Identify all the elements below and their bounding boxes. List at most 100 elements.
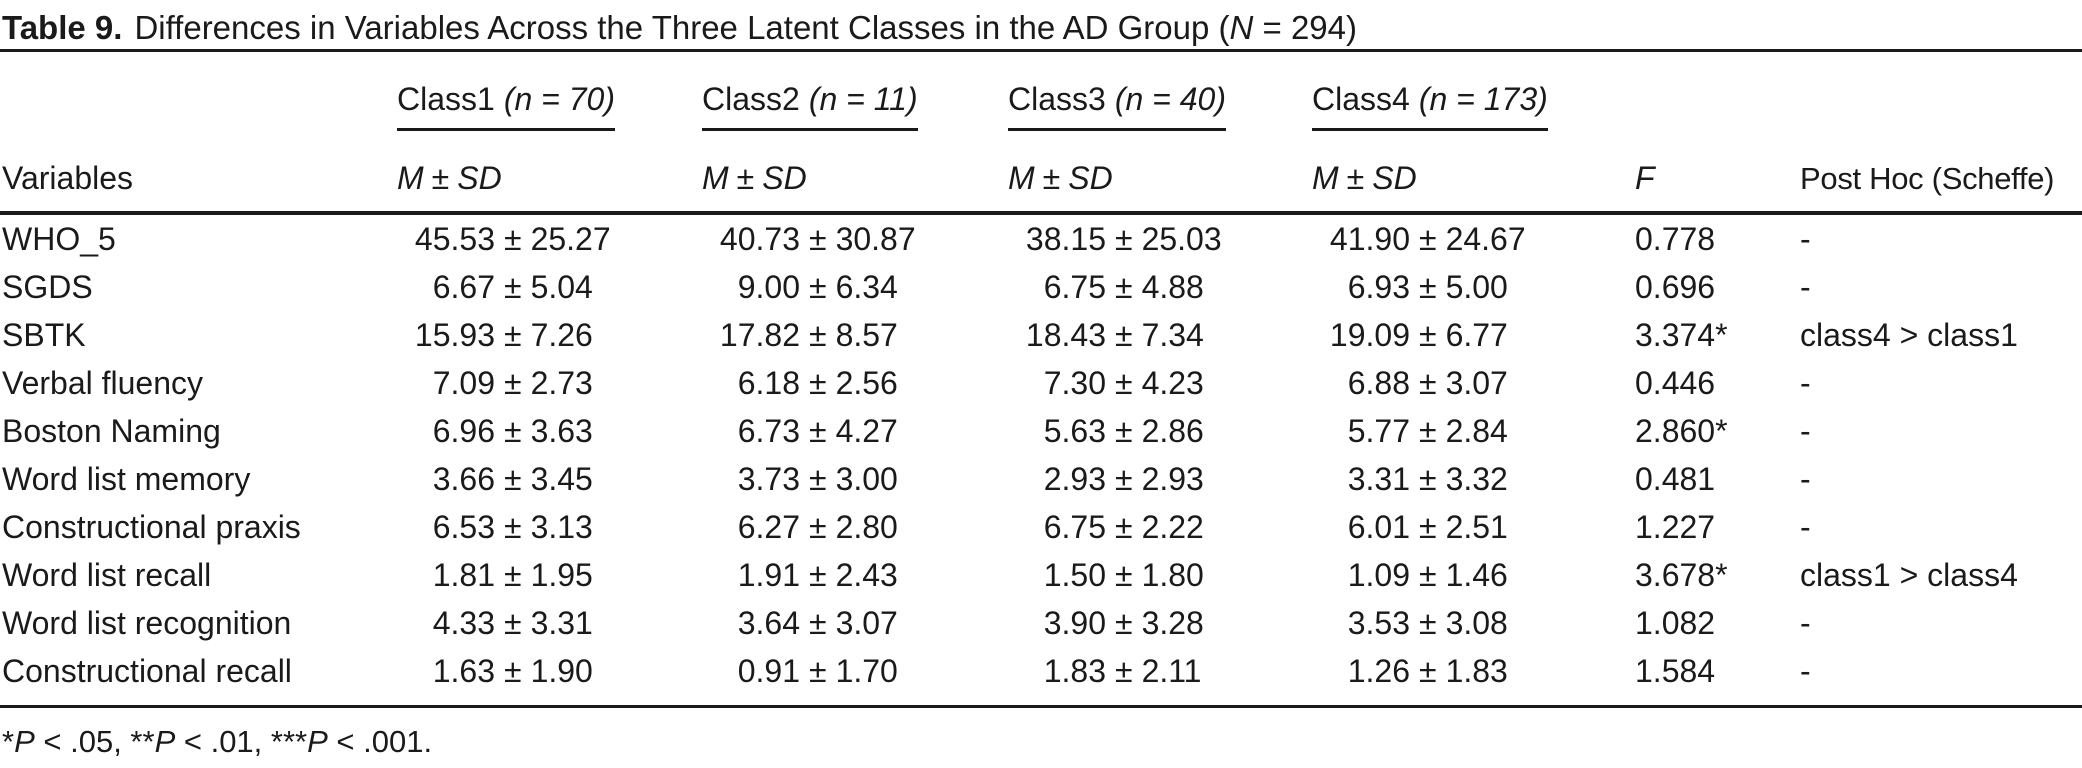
- mean-value: 1.63: [432, 652, 495, 689]
- plus-minus-sign: ±: [1042, 160, 1061, 196]
- mean-value: 15.93: [414, 316, 495, 353]
- plus-minus-sign: ±: [504, 508, 522, 545]
- class2-value: 6.18 ±2.56: [702, 365, 1008, 402]
- footnote: *P < .05, **P < .01, ***P < .001.: [0, 724, 2082, 760]
- class1-value: 6.96 ±3.63: [397, 413, 702, 450]
- mean-value: 1.09: [1347, 556, 1410, 593]
- mean-value: 2.93: [1043, 460, 1106, 497]
- table-row: Constructional praxis 6.53 ±3.13 6.27 ±2.8…: [0, 503, 2082, 551]
- plus-minus-sign: ±: [809, 604, 827, 641]
- class1-name: Class1: [397, 81, 495, 117]
- table-title-n: N: [1229, 9, 1254, 46]
- sd-value: 7.34: [1141, 316, 1204, 353]
- sd-value: 2.84: [1445, 412, 1508, 449]
- mean-value: 6.93: [1347, 268, 1410, 305]
- msd-header-class2: M ± SD: [702, 131, 1008, 211]
- table-row: Boston Naming 6.96 ±3.63 6.73 ±4.27 5.63 ±2…: [0, 407, 2082, 455]
- mean-value: 19.09: [1329, 316, 1410, 353]
- mean-value: 3.64: [737, 604, 800, 641]
- sd-label: SD: [457, 160, 502, 196]
- table-row: Word list memory 3.66 ±3.45 3.73 ±3.00 2.9…: [0, 455, 2082, 503]
- table-row: Verbal fluency 7.09 ±2.73 6.18 ±2.56 7.30 ±…: [0, 359, 2082, 407]
- class1-value: 6.67 ±5.04: [397, 269, 702, 306]
- f-value: 3.374*: [1635, 316, 1728, 353]
- variable-label: Verbal fluency: [2, 364, 204, 401]
- plus-minus-sign: ±: [504, 460, 522, 497]
- class2-value: 6.73 ±4.27: [702, 413, 1008, 450]
- plus-minus-sign: ±: [1115, 652, 1133, 689]
- sd-value: 2.80: [835, 508, 898, 545]
- sd-value: 24.67: [1445, 220, 1526, 257]
- table-title-tail: = 294): [1253, 9, 1358, 46]
- mean-value: 3.73: [737, 460, 800, 497]
- variable-label: SBTK: [2, 316, 86, 353]
- sd-value: 2.56: [835, 364, 898, 401]
- sd-value: 3.28: [1141, 604, 1204, 641]
- variable-label: Constructional praxis: [2, 508, 301, 545]
- plus-minus-sign: ±: [1346, 160, 1365, 196]
- class2-value: 6.27 ±2.80: [702, 509, 1008, 546]
- table-body: WHO_5 45.53 ±25.27 40.73 ±30.87 38.15 ±25.0…: [0, 215, 2082, 708]
- sd-value: 1.95: [530, 556, 593, 593]
- class1-value: 4.33 ±3.31: [397, 605, 702, 642]
- sd-value: 4.23: [1141, 364, 1204, 401]
- mean-value: 9.00: [737, 268, 800, 305]
- mean-value: 6.18: [737, 364, 800, 401]
- m-label: M: [397, 160, 424, 196]
- class4-name: Class4: [1312, 81, 1410, 117]
- sd-value: 1.80: [1141, 556, 1204, 593]
- plus-minus-sign: ±: [809, 316, 827, 353]
- table-row: Word list recognition 4.33 ±3.31 3.64 ±3.0…: [0, 599, 2082, 647]
- asterisk: *: [2, 724, 15, 759]
- sd-value: 3.08: [1445, 604, 1508, 641]
- f-value: 2.860*: [1635, 412, 1728, 449]
- threshold-text: < .01,: [175, 724, 271, 759]
- class4-header-cell: Class4 (n = 173): [1312, 52, 1635, 131]
- mean-value: 1.26: [1347, 652, 1410, 689]
- mean-value: 45.53: [414, 220, 495, 257]
- f-value: 0.446: [1635, 364, 1716, 401]
- mean-value: 7.09: [432, 364, 495, 401]
- plus-minus-sign: ±: [809, 364, 827, 401]
- class4-value: 6.93 ±5.00: [1312, 269, 1635, 306]
- posthoc-value: class4 > class1: [1800, 316, 2018, 353]
- class2-value: 1.91 ±2.43: [702, 557, 1008, 594]
- posthoc-header: Post Hoc (Scheffe): [1800, 161, 2055, 196]
- class3-value: 3.90 ±3.28: [1008, 605, 1312, 642]
- p-symbol: P: [14, 724, 35, 759]
- class1-value: 1.81 ±1.95: [397, 557, 702, 594]
- variable-label: WHO_5: [2, 220, 116, 257]
- class1-value: 7.09 ±2.73: [397, 365, 702, 402]
- f-value: 0.778: [1635, 220, 1716, 257]
- plus-minus-sign: ±: [1419, 220, 1437, 257]
- class4-value: 3.53 ±3.08: [1312, 605, 1635, 642]
- mean-value: 38.15: [1025, 220, 1106, 257]
- class2-value: 9.00 ±6.34: [702, 269, 1008, 306]
- column-header-row: Variables M ± SD M ± SD M ± SD M ± SD F Post Hoc…: [0, 131, 2082, 215]
- class3-value: 6.75 ±2.22: [1008, 509, 1312, 546]
- asterisk: ***: [270, 724, 308, 759]
- plus-minus-sign: ±: [809, 220, 827, 257]
- class2-header: Class2 (n = 11): [702, 81, 918, 131]
- sd-label: SD: [762, 160, 807, 196]
- class1-value: 15.93 ±7.26: [397, 317, 702, 354]
- sd-value: 5.00: [1445, 268, 1508, 305]
- asterisk: **: [130, 724, 155, 759]
- class4-n: (n = 173): [1418, 81, 1548, 117]
- sd-value: 30.87: [835, 220, 916, 257]
- sd-value: 2.86: [1141, 412, 1204, 449]
- f-label: F: [1635, 160, 1655, 196]
- variable-label: Word list recognition: [2, 604, 292, 641]
- class2-header-cell: Class2 (n = 11): [702, 52, 1008, 131]
- plus-minus-sign: ±: [809, 412, 827, 449]
- class4-value: 5.77 ±2.84: [1312, 413, 1635, 450]
- f-value: 1.584: [1635, 652, 1716, 689]
- class1-value: 6.53 ±3.13: [397, 509, 702, 546]
- posthoc-value: -: [1800, 652, 1811, 689]
- table-row: Word list recall 1.81 ±1.95 1.91 ±2.43 1.5…: [0, 551, 2082, 599]
- sd-value: 1.83: [1445, 652, 1508, 689]
- class3-value: 2.93 ±2.93: [1008, 461, 1312, 498]
- sd-value: 5.04: [530, 268, 593, 305]
- mean-value: 6.75: [1043, 268, 1106, 305]
- posthoc-value: -: [1800, 364, 1811, 401]
